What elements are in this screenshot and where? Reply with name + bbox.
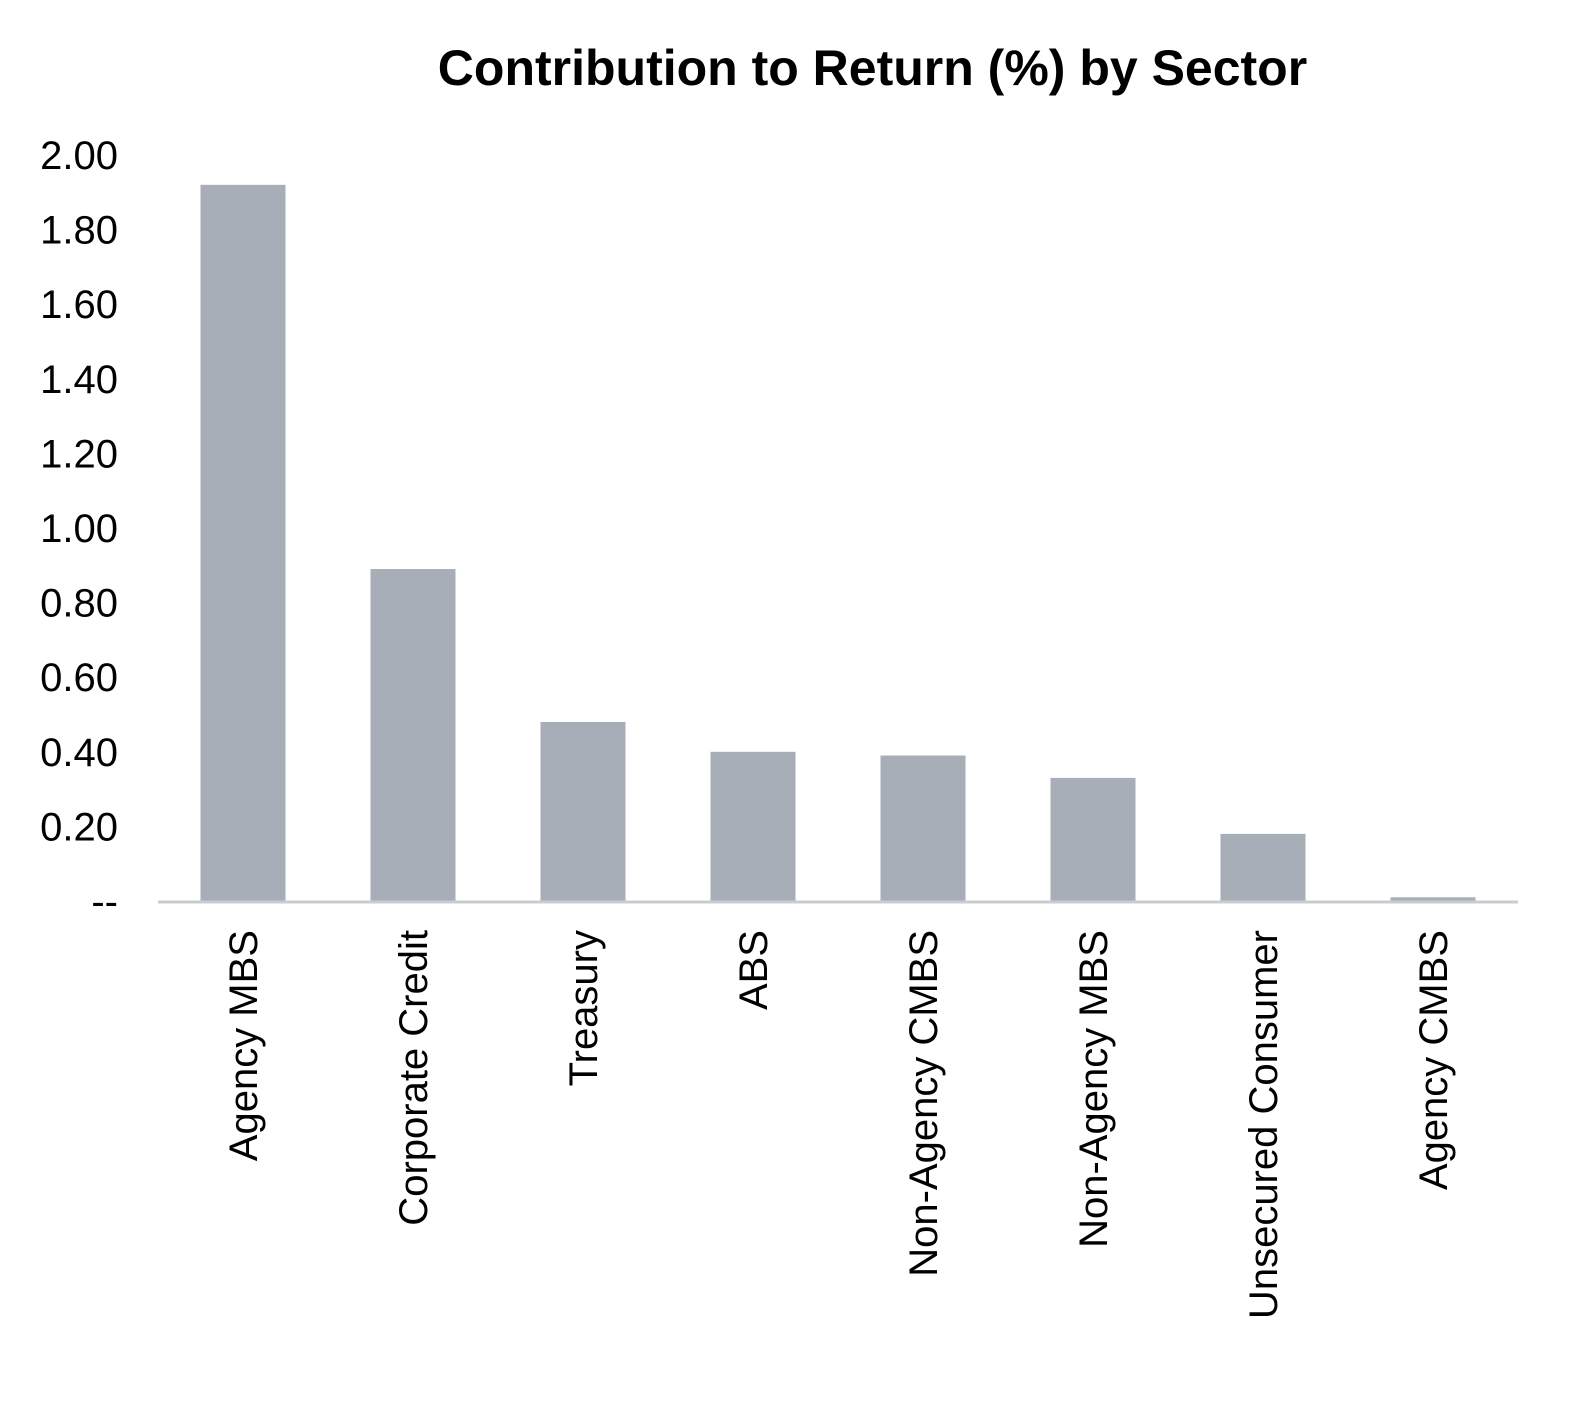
y-axis: -- 0.20 0.40 0.60 0.80 1.00 1.20 1.40 1.60 1.80 2.… xyxy=(40,134,118,924)
y-tick-label: 2.00 xyxy=(40,134,118,178)
x-tick-label: Treasury xyxy=(562,930,606,1086)
y-tick-label: 1.60 xyxy=(40,283,118,327)
y-tick-label: 0.80 xyxy=(40,582,118,626)
y-tick-label: 0.40 xyxy=(40,731,118,775)
x-tick-label: Corporate Credit xyxy=(392,930,436,1226)
x-tick-label: Agency CMBS xyxy=(1412,930,1456,1190)
x-axis: Agency MBS Corporate Credit Treasury ABS Non… xyxy=(222,930,1456,1319)
bars xyxy=(200,184,1476,902)
chart-title: Contribution to Return (%) by Sector xyxy=(437,40,1308,96)
y-tick-label: 1.40 xyxy=(40,358,118,402)
y-tick-label: 1.80 xyxy=(40,209,118,253)
bar xyxy=(370,569,456,901)
x-tick-label: ABS xyxy=(732,930,776,1010)
bar xyxy=(880,755,966,901)
bar xyxy=(1390,897,1476,901)
x-tick-label: Agency MBS xyxy=(222,930,266,1161)
bar xyxy=(1050,777,1136,901)
bar xyxy=(1220,833,1306,901)
x-tick-label: Non-Agency CMBS xyxy=(902,930,946,1277)
bar xyxy=(710,751,796,901)
y-tick-label: 0.60 xyxy=(40,656,118,700)
bar xyxy=(540,721,626,901)
x-tick-label: Non-Agency MBS xyxy=(1072,930,1116,1248)
bar xyxy=(200,184,286,902)
y-tick-label: 0.20 xyxy=(40,805,118,849)
y-tick-label: -- xyxy=(91,880,118,924)
y-tick-label: 1.20 xyxy=(40,432,118,476)
y-tick-label: 1.00 xyxy=(40,507,118,551)
x-tick-label: Unsecured Consumer xyxy=(1242,930,1286,1319)
